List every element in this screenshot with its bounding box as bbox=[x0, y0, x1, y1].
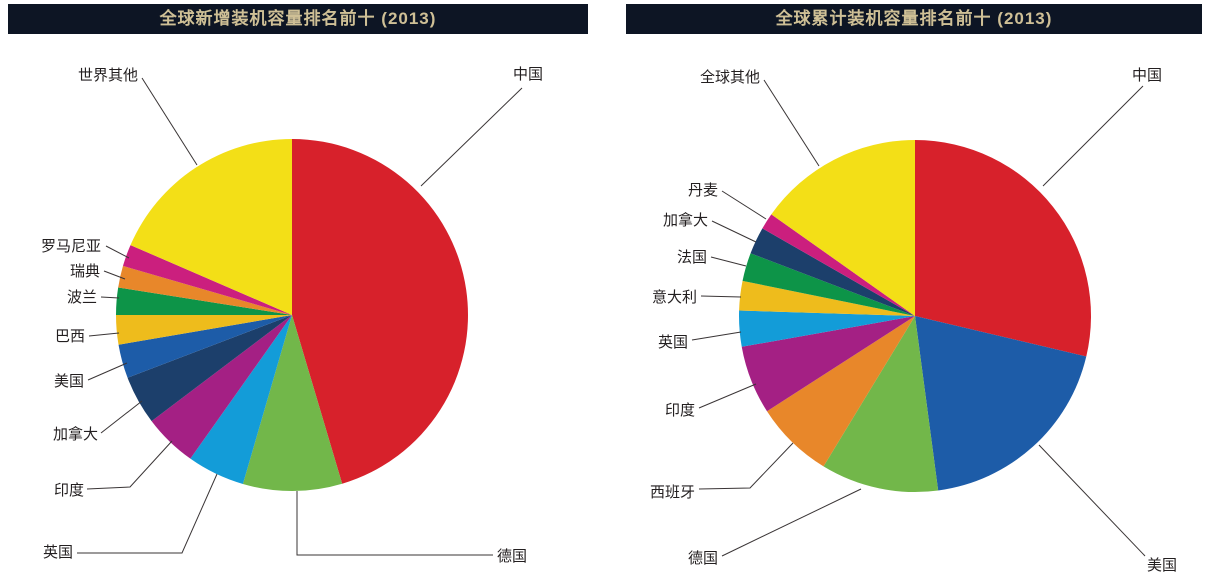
pie-label-china: 中国 bbox=[1132, 67, 1162, 84]
pie-label-denmark: 丹麦 bbox=[688, 182, 718, 199]
pie-slice-uk bbox=[190, 315, 292, 485]
pie-label-india: 印度 bbox=[54, 482, 84, 499]
chart-header-new-capacity: 全球新增装机容量排名前十 (2013) bbox=[8, 4, 588, 34]
pie-slice-italy bbox=[739, 280, 915, 316]
pie-label-italy: 意大利 bbox=[652, 288, 697, 306]
pie-label-france: 法国 bbox=[677, 249, 707, 266]
pie-slice-germany bbox=[242, 315, 343, 491]
leader-line-romania bbox=[105, 245, 130, 259]
pie-label-rest-of-world: 世界其他 bbox=[78, 67, 138, 84]
pie-label-romania: 罗马尼亚 bbox=[41, 238, 101, 255]
leader-line-usa bbox=[87, 362, 128, 381]
pie-label-india: 印度 bbox=[665, 402, 695, 419]
leader-line-denmark bbox=[721, 190, 767, 220]
pie-label-usa: 美国 bbox=[54, 373, 84, 390]
pie-label-poland: 波兰 bbox=[67, 289, 97, 306]
pie-slice-germany bbox=[823, 316, 939, 493]
pie-label-uk: 英国 bbox=[43, 543, 73, 561]
leader-line-france bbox=[710, 256, 747, 267]
chart-header-cumulative-capacity: 全球累计装机容量排名前十 (2013) bbox=[626, 4, 1202, 34]
leader-line-spain bbox=[698, 442, 794, 490]
pie-slice-sweden bbox=[118, 265, 292, 315]
leader-line-brazil bbox=[88, 332, 120, 337]
pie-slice-rest-of-world bbox=[771, 140, 915, 316]
pie-label-brazil: 巴西 bbox=[55, 328, 85, 345]
pie-slice-china bbox=[292, 139, 468, 484]
leader-line-china bbox=[420, 87, 523, 187]
pie-slice-romania bbox=[122, 245, 293, 315]
pie-slice-usa bbox=[118, 315, 292, 378]
pie-label-china: 中国 bbox=[513, 66, 543, 83]
leader-line-germany bbox=[721, 488, 862, 557]
pie-label-uk: 英国 bbox=[658, 333, 688, 351]
pie-slice-canada bbox=[750, 228, 915, 316]
pie-slice-china bbox=[915, 140, 1092, 357]
leader-line-india bbox=[86, 440, 173, 490]
leader-line-rest-of-world bbox=[763, 79, 820, 167]
pie-slice-india bbox=[741, 316, 915, 412]
chart-title-cumulative-capacity: 全球累计装机容量排名前十 (2013) bbox=[775, 9, 1053, 28]
leader-line-china bbox=[1042, 85, 1144, 187]
pie-slice-canada bbox=[127, 315, 292, 422]
leader-line-germany bbox=[296, 491, 493, 556]
chart-title-new-capacity: 全球新增装机容量排名前十 (2013) bbox=[159, 9, 437, 28]
leader-line-poland bbox=[100, 296, 120, 299]
leader-line-uk bbox=[77, 473, 218, 554]
pie-slice-uk bbox=[739, 310, 915, 347]
pie-label-spain: 西班牙 bbox=[650, 484, 695, 501]
pie-slice-denmark bbox=[762, 214, 915, 316]
pie-slice-spain bbox=[766, 316, 915, 467]
pie-slice-france bbox=[742, 253, 915, 316]
pie-label-germany: 德国 bbox=[688, 549, 718, 567]
pie-slice-poland bbox=[116, 287, 292, 315]
leader-line-india bbox=[698, 383, 757, 409]
pie-label-canada: 加拿大 bbox=[663, 211, 708, 229]
pie-slice-rest-of-world bbox=[130, 139, 292, 315]
leader-line-sweden bbox=[103, 270, 126, 280]
leader-line-usa bbox=[1038, 444, 1146, 557]
pie-slice-india bbox=[151, 315, 292, 459]
pie-label-canada: 加拿大 bbox=[53, 425, 98, 443]
leader-line-canada bbox=[711, 220, 757, 243]
leader-line-rest-of-world bbox=[141, 77, 198, 166]
leader-line-italy bbox=[700, 295, 742, 298]
chart-panel-new-capacity: 全球新增装机容量排名前十 (2013) 中国德国 英国 印度 加拿大 美国 巴西 波兰 瑞典 罗… bbox=[8, 4, 588, 565]
pie-label-sweden: 瑞典 bbox=[70, 263, 100, 280]
pie-label-germany: 德国 bbox=[497, 547, 527, 565]
pie-slice-brazil bbox=[116, 315, 292, 345]
pie-label-usa: 美国 bbox=[1147, 557, 1177, 574]
leader-line-uk bbox=[691, 331, 742, 341]
chart-panel-cumulative-capacity: 全球累计装机容量排名前十 (2013) 中国美国 德国 西班牙 印度 英国 意大利 法国 加拿… bbox=[605, 0, 1210, 580]
pie-slice-usa bbox=[915, 316, 1087, 491]
pie-label-rest-of-world: 全球其他 bbox=[700, 68, 760, 86]
leader-line-canada bbox=[100, 400, 143, 434]
